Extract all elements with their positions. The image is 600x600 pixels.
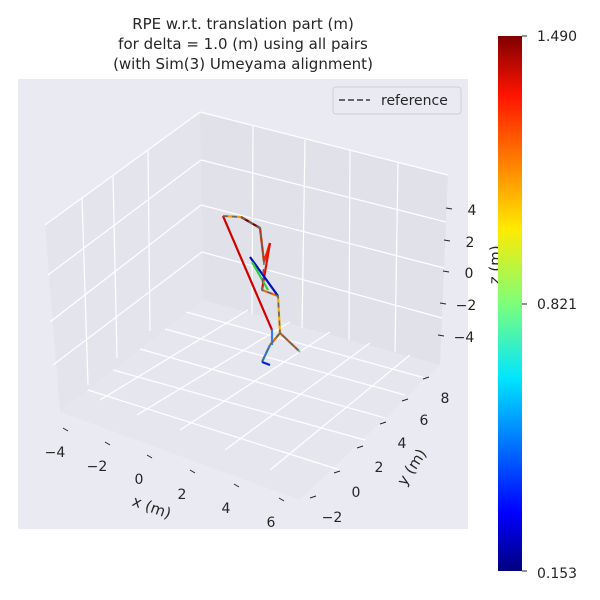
y-tick	[379, 421, 387, 425]
x-tick-label: 0	[135, 472, 144, 488]
grid-line	[199, 111, 449, 176]
x-tick-label: 6	[267, 515, 276, 531]
trajectory	[221, 214, 301, 367]
x-tick	[146, 454, 153, 459]
grid-line	[147, 149, 151, 332]
title-line-1: RPE w.r.t. translation part (m)	[132, 15, 354, 33]
grid-line	[49, 204, 202, 323]
grid-line	[81, 197, 89, 386]
y-tick	[356, 445, 364, 449]
z-tick	[439, 302, 447, 305]
grid-line	[201, 251, 443, 319]
legend: reference	[332, 86, 462, 115]
y-tick-label: 2	[375, 460, 384, 476]
grid-line	[52, 251, 203, 366]
colorbar	[498, 36, 522, 571]
title-line-3: (with Sim(3) Umeyama alignment)	[113, 55, 373, 73]
y-tick-label: 0	[352, 485, 361, 501]
x-tick	[278, 497, 285, 502]
z-tick	[445, 207, 453, 210]
grid-line	[47, 159, 202, 276]
trajectory-segment	[261, 360, 271, 367]
y-tick	[401, 398, 409, 402]
colorbar-tick-label-mid: 0.821	[537, 297, 577, 313]
grid-line	[112, 369, 366, 441]
left-pane	[45, 112, 203, 412]
colorbar-tick-label-min: 0.153	[537, 566, 577, 582]
floor-pane	[60, 300, 440, 500]
trajectory-segment	[221, 215, 274, 331]
colorbar-tick-label-max: 1.490	[537, 29, 577, 45]
x-tick	[233, 483, 240, 488]
x-tick-label: 2	[178, 487, 187, 503]
grid-line	[112, 174, 118, 359]
y-tick	[309, 495, 317, 499]
grid-line	[87, 389, 341, 471]
grid-line	[269, 354, 411, 471]
grid-line	[224, 342, 371, 451]
grid-line	[200, 159, 447, 223]
colorbar-ticks: 1.490 0.821 0.153	[522, 29, 577, 582]
z-tick-label: −2	[456, 298, 477, 314]
title-line-2: for delta = 1.0 (m) using all pairs	[118, 35, 368, 53]
y-tick-label: 8	[441, 391, 450, 407]
grid-line	[44, 111, 201, 226]
z-tick	[437, 334, 445, 337]
x-tick	[104, 441, 111, 446]
x-tick	[62, 427, 69, 432]
z-tick-label: 4	[468, 203, 477, 219]
x-tick-label: −2	[87, 459, 108, 475]
x-tick-label: −4	[45, 445, 66, 461]
legend-reference-label: reference	[381, 93, 448, 109]
y-tick-label: −2	[322, 510, 343, 526]
trajectory-segment	[251, 261, 269, 291]
y-tick	[422, 376, 430, 380]
grid-line	[394, 162, 399, 353]
y-tick-label: 6	[420, 413, 429, 429]
trajectory-segment	[249, 256, 279, 297]
y-tick-label: 4	[398, 436, 407, 452]
z-tick	[442, 270, 450, 273]
z-tick-label: 2	[466, 235, 475, 251]
grid-line	[348, 149, 351, 341]
grid-line	[136, 321, 291, 416]
grid-line	[200, 204, 445, 269]
x-tick-label: 4	[222, 501, 231, 517]
grid-line	[99, 309, 249, 401]
grid-line	[179, 331, 331, 431]
reference-trajectory	[222, 215, 299, 363]
y-tick	[333, 470, 341, 474]
z-tick-label: −4	[454, 330, 475, 346]
grid	[44, 111, 449, 471]
z-tick-label: 0	[465, 266, 474, 282]
legend-box	[332, 86, 462, 115]
x-tick	[189, 469, 196, 474]
z-tick	[443, 239, 451, 242]
grid-line	[301, 139, 306, 329]
grid-line	[139, 348, 386, 419]
